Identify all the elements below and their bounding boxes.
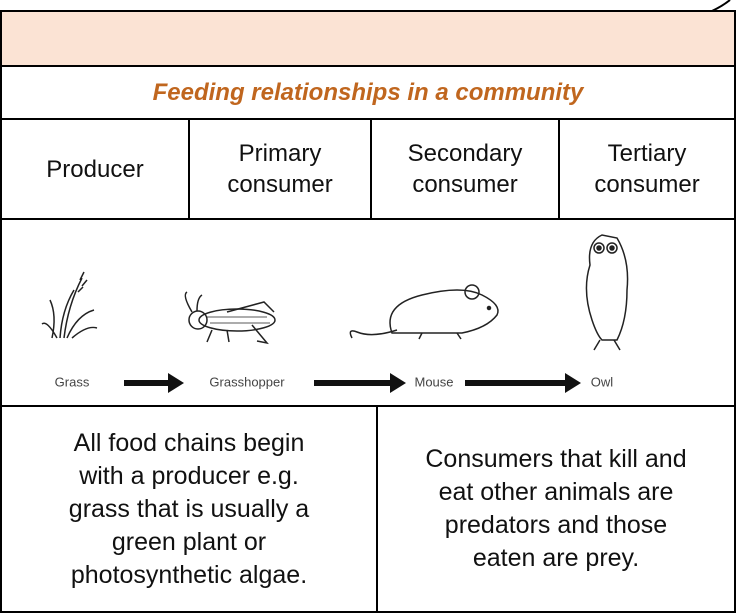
title-cell: Feeding relationships in a community bbox=[0, 65, 736, 120]
description-line: Consumers that kill and bbox=[425, 443, 686, 476]
page: Feeding relationships in a community Pro… bbox=[0, 0, 736, 613]
description-line: grass that is usually a bbox=[69, 493, 309, 526]
description-line: eaten are prey. bbox=[473, 542, 639, 575]
grasshopper-icon bbox=[185, 292, 275, 343]
description-line: eat other animals are bbox=[439, 476, 674, 509]
arrows bbox=[124, 373, 581, 393]
organism-label: Grass bbox=[55, 374, 90, 389]
header-line: consumer bbox=[412, 169, 517, 200]
mouse-icon bbox=[350, 285, 498, 339]
owl-icon bbox=[586, 235, 627, 350]
organism-label: Owl bbox=[591, 374, 614, 389]
food-chain-cell: Grass Grasshopper Mouse Owl bbox=[0, 218, 736, 407]
description-line: photosynthetic algae. bbox=[71, 559, 307, 592]
header-line: Secondary bbox=[408, 138, 523, 169]
header-line: Tertiary bbox=[608, 138, 687, 169]
header-band bbox=[0, 10, 736, 67]
column-header: Producer bbox=[0, 118, 190, 220]
description-line: green plant or bbox=[112, 526, 266, 559]
description-line: predators and those bbox=[445, 509, 667, 542]
header-line: consumer bbox=[227, 169, 332, 200]
grass-icon bbox=[42, 272, 97, 338]
description-line: with a producer e.g. bbox=[79, 460, 299, 493]
header-line: consumer bbox=[594, 169, 699, 200]
food-chain-illustration: Grass Grasshopper Mouse Owl bbox=[2, 220, 734, 405]
organism-label: Mouse bbox=[414, 374, 453, 389]
table-title: Feeding relationships in a community bbox=[153, 79, 584, 107]
organism-label: Grasshopper bbox=[209, 374, 285, 389]
header-line: Primary bbox=[239, 138, 322, 169]
header-line: Producer bbox=[46, 154, 143, 185]
description-line: All food chains begin bbox=[74, 427, 305, 460]
